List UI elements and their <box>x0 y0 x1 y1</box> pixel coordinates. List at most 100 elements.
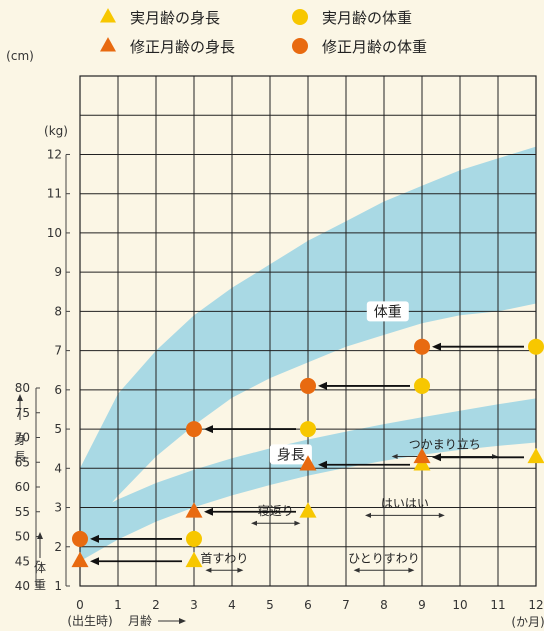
data-points <box>71 338 544 568</box>
x-tick-label: 1 <box>114 598 122 612</box>
x-tick-label: 6 <box>304 598 312 612</box>
data-point-circle <box>414 338 430 355</box>
legend-label: 実月齢の身長 <box>130 9 220 27</box>
x-zero-note: (出生時) <box>67 614 112 628</box>
x-tick-label: 11 <box>490 598 505 612</box>
milestone-arrowhead-left <box>365 512 371 518</box>
x-tick-label: 3 <box>190 598 198 612</box>
weight-tick-label: 8 <box>54 304 62 318</box>
milestone-label: はいはい <box>381 496 429 510</box>
height-tick-label: 60 <box>15 480 30 494</box>
correction-arrowhead <box>204 425 213 434</box>
x-tick-label: 8 <box>380 598 388 612</box>
x-tick-label: 0 <box>76 598 84 612</box>
data-point-circle <box>528 338 544 355</box>
weight-axis-arrowhead <box>37 532 43 539</box>
correction-arrowhead <box>432 453 441 462</box>
axes: 404550556065707580(cm)123456789101112(kg… <box>6 49 544 629</box>
weight-tick-label: 4 <box>54 461 62 475</box>
data-point-circle <box>186 421 202 438</box>
weight-tick-label: 7 <box>54 344 62 358</box>
weight-tick-label: 1 <box>54 579 62 593</box>
data-point-triangle <box>299 502 317 518</box>
correction-arrowhead <box>318 381 327 390</box>
height-tick-label: 70 <box>15 431 30 445</box>
milestone-arrowhead-right <box>408 567 415 573</box>
weight-tick-label: 3 <box>54 501 62 515</box>
weight-axis-title: 体 <box>34 561 46 575</box>
weight-tick-label: 10 <box>47 226 62 240</box>
weight-unit: (kg) <box>44 124 68 138</box>
milestone-arrowhead-left <box>353 567 360 573</box>
data-point-triangle <box>413 447 431 464</box>
height-band-label-box <box>269 444 312 465</box>
x-tick-label: 4 <box>228 598 236 612</box>
x-tick-label: 10 <box>452 598 467 612</box>
height-tick-label: 80 <box>15 381 30 395</box>
height-tick-label: 75 <box>15 406 30 420</box>
x-tick-label: 5 <box>266 598 274 612</box>
height-tick-label: 65 <box>15 455 30 469</box>
milestone-label: つかまり立ち <box>409 437 481 452</box>
data-point-circle <box>72 530 88 547</box>
weight-tick-label: 5 <box>54 422 62 436</box>
weight-tick-label: 9 <box>54 265 62 279</box>
data-point-triangle <box>299 455 317 471</box>
correction-arrowhead <box>318 460 327 469</box>
data-point-triangle <box>71 551 89 568</box>
data-point-triangle <box>185 551 203 568</box>
data-point-triangle <box>527 447 544 464</box>
x-tick-label: 7 <box>342 598 350 612</box>
x-axis-arrowhead <box>179 618 186 624</box>
band-labels: 身長 体重 <box>269 301 409 465</box>
data-point-circle <box>300 421 316 438</box>
legend-label: 修正月齢の身長 <box>130 38 235 56</box>
milestone-label: 寝返り <box>258 503 294 518</box>
milestone-arrowhead-right <box>237 567 244 573</box>
milestone-arrowhead-left <box>251 520 257 526</box>
plot-frame <box>79 75 537 587</box>
data-point-circle <box>186 530 202 547</box>
legend-marker-circle <box>292 38 308 54</box>
legend-marker-triangle <box>100 8 116 23</box>
milestone-arrowhead-right <box>294 520 301 526</box>
legend-marker-triangle <box>100 37 116 52</box>
height-tick-label: 45 <box>15 554 30 568</box>
data-point-triangle <box>185 502 203 518</box>
height-axis-title: 身 <box>14 432 26 447</box>
legend-marker-circle <box>292 9 308 25</box>
x-unit: (か月) <box>511 615 544 629</box>
legend-label: 実月齢の体重 <box>322 9 412 27</box>
correction-arrowhead <box>204 507 213 516</box>
weight-tick-label: 6 <box>54 383 62 397</box>
x-tick-label: 12 <box>528 598 543 612</box>
height-tick-label: 40 <box>15 579 30 593</box>
weight-tick-label: 11 <box>47 187 62 201</box>
x-tick-label: 2 <box>152 598 160 612</box>
height-unit: (cm) <box>6 49 34 63</box>
milestone-label: 首すわり <box>200 551 248 565</box>
legend-label: 修正月齢の体重 <box>322 38 427 56</box>
correction-arrowhead <box>90 534 99 543</box>
x-tick-label: 9 <box>418 598 426 612</box>
correction-arrows <box>90 342 524 566</box>
milestone-label: ひとりすわり <box>348 551 420 565</box>
weight-band-label: 体重 <box>374 304 402 320</box>
milestone-arrowhead-left <box>391 454 398 460</box>
weight-tick-label: 2 <box>54 540 62 554</box>
height-axis-title: 長 <box>14 450 26 464</box>
weight-tick-label: 12 <box>47 147 62 161</box>
data-point-circle <box>300 377 316 394</box>
height-tick-label: 55 <box>15 505 30 519</box>
milestone-arrowhead-right <box>438 512 445 518</box>
weight-axis-title: 重 <box>34 578 46 592</box>
height-band-label: 身長 <box>277 447 305 463</box>
correction-arrowhead <box>432 342 441 351</box>
height-tick-label: 50 <box>15 530 30 544</box>
data-point-circle <box>414 377 430 394</box>
height-axis-arrowhead <box>17 394 23 401</box>
weight-band-label-box <box>366 301 409 322</box>
